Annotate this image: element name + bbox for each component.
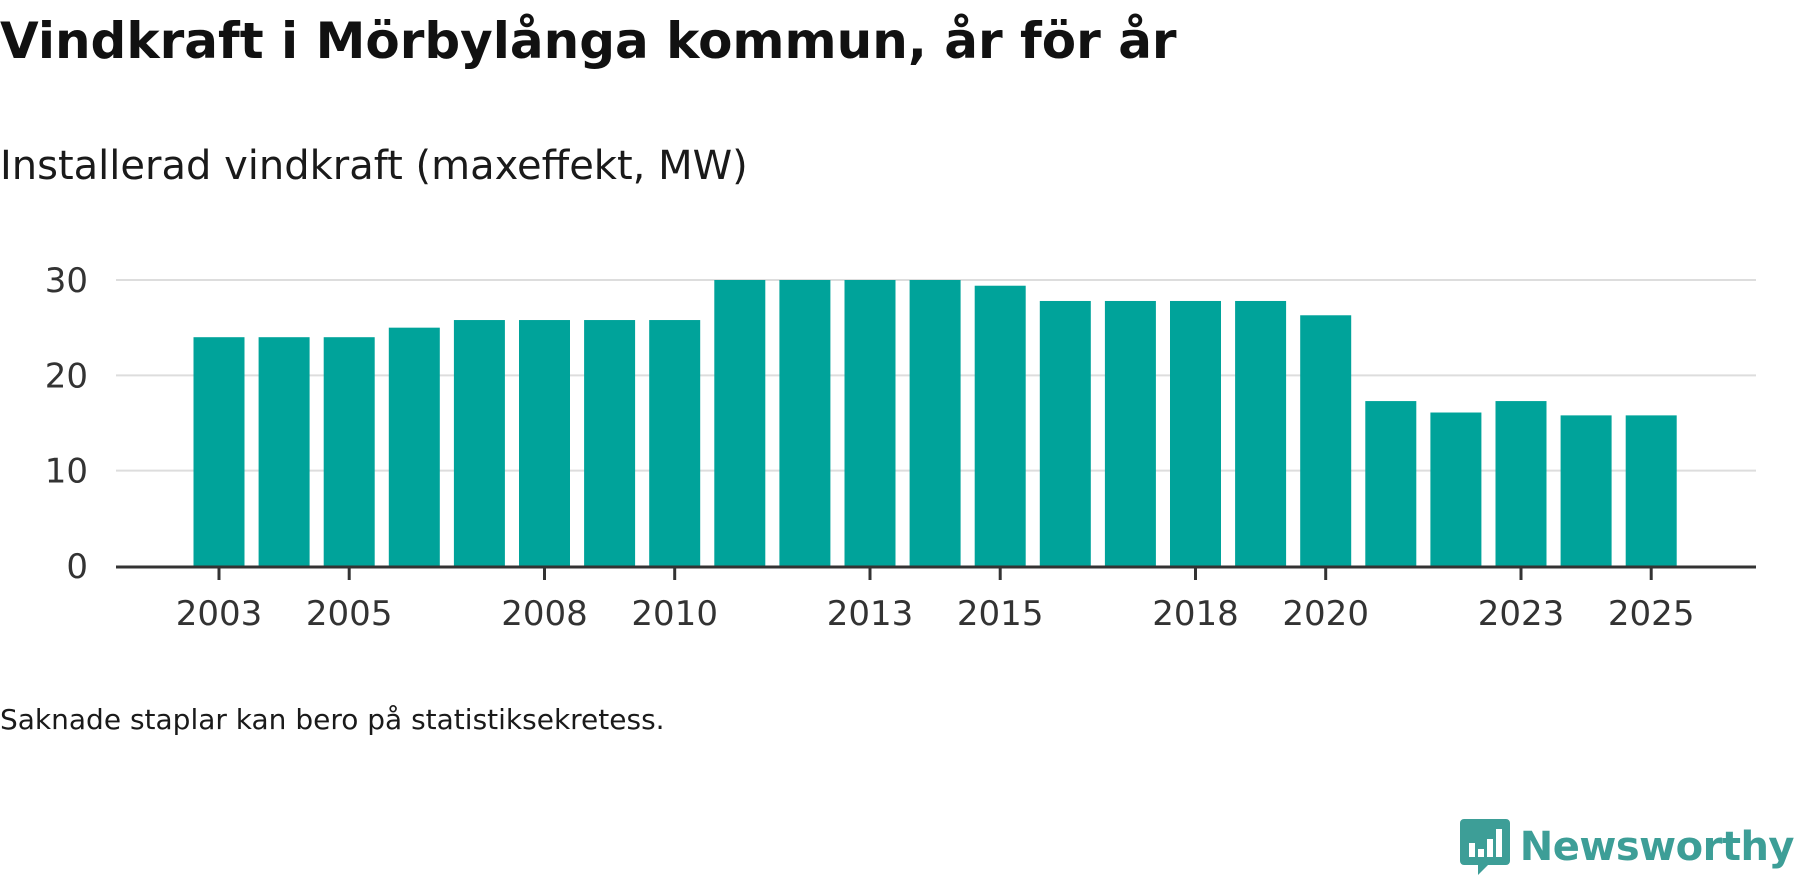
chart-title: Vindkraft i Mörbylånga kommun, år för år: [0, 12, 1177, 70]
bar-2012: [779, 280, 831, 566]
x-tick-label: 2023: [1478, 594, 1565, 634]
brand-name: Newsworthy: [1519, 824, 1795, 870]
y-tick-label: 20: [45, 356, 88, 396]
bar-2016: [1039, 300, 1091, 566]
bar-chart: 0 10 20 30 2003 2005 2008 2010 2013 2015 2018 2020…: [45, 261, 1756, 634]
x-tick-label: 2018: [1152, 594, 1239, 634]
y-tick-label: 0: [66, 547, 88, 587]
x-axis-labels: 2003 2005 2008 2010 2013 2015 2018 2020 2023 2025: [176, 594, 1695, 634]
bar-2004: [258, 337, 310, 566]
y-tick-label: 10: [45, 452, 88, 492]
bar-2018: [1170, 300, 1221, 566]
chart-subtitle: Installerad vindkraft (maxeffekt, MW): [0, 143, 748, 189]
newsworthy-bar-chart-icon: [1459, 819, 1510, 875]
y-tick-label: 30: [45, 261, 88, 301]
bar-2022: [1430, 412, 1482, 566]
bar-2015: [974, 285, 1026, 566]
bar-2009: [584, 320, 636, 566]
brand-logo: Newsworthy: [1459, 819, 1795, 875]
bar-2017: [1104, 300, 1156, 566]
bar-2021: [1365, 401, 1417, 566]
x-tick-label: 2025: [1608, 594, 1695, 634]
y-axis-labels: 0 10 20 30: [45, 261, 88, 587]
footnote: Saknade staplar kan bero på statistiksek…: [0, 703, 665, 736]
bar-2013: [844, 280, 896, 566]
x-tick-label: 2015: [957, 594, 1044, 634]
x-tick-label: 2005: [306, 594, 393, 634]
bar-2020: [1300, 315, 1352, 566]
x-tick-label: 2003: [176, 594, 263, 634]
bar-2011: [714, 280, 766, 566]
x-tick-label: 2013: [827, 594, 914, 634]
bar-2003: [193, 337, 245, 566]
bar-2023: [1495, 401, 1547, 566]
bar-2014: [909, 280, 961, 566]
bar-2019: [1235, 300, 1287, 566]
bars: [193, 280, 1677, 566]
bar-2024: [1560, 415, 1612, 566]
x-tick-label: 2020: [1282, 594, 1369, 634]
bar-2007: [453, 320, 505, 566]
bar-2006: [388, 327, 440, 566]
bar-2010: [649, 320, 701, 566]
bar-2005: [323, 337, 375, 566]
bar-2025: [1625, 415, 1677, 566]
x-tick-label: 2010: [631, 594, 718, 634]
bar-2008: [519, 320, 570, 566]
x-tick-label: 2008: [501, 594, 588, 634]
x-axis: [116, 565, 1756, 580]
